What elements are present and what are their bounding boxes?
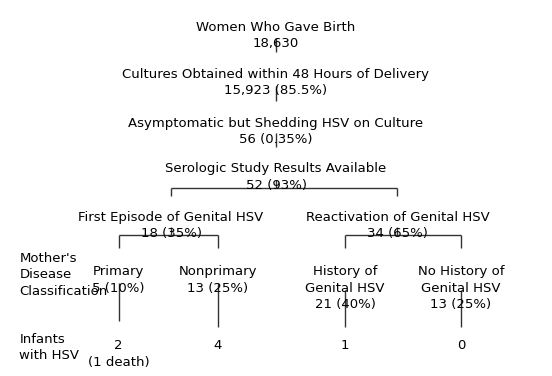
Text: Nonprimary
13 (25%): Nonprimary 13 (25%) (179, 265, 257, 294)
Text: Serologic Study Results Available
52 (93%): Serologic Study Results Available 52 (93… (166, 162, 386, 192)
Text: Primary
5 (10%): Primary 5 (10%) (92, 265, 145, 294)
Text: 0: 0 (457, 339, 465, 352)
Text: History of
Genital HSV
21 (40%): History of Genital HSV 21 (40%) (305, 265, 385, 311)
Text: No History of
Genital HSV
13 (25%): No History of Genital HSV 13 (25%) (418, 265, 504, 311)
Text: 4: 4 (214, 339, 222, 352)
Text: First Episode of Genital HSV
18 (35%): First Episode of Genital HSV 18 (35%) (78, 211, 264, 240)
Text: 1: 1 (341, 339, 349, 352)
Text: Mother's
Disease
Classification: Mother's Disease Classification (19, 252, 108, 298)
Text: Infants
with HSV: Infants with HSV (19, 333, 79, 362)
Text: Women Who Gave Birth
18,630: Women Who Gave Birth 18,630 (197, 21, 355, 50)
Text: Asymptomatic but Shedding HSV on Culture
56 (0.35%): Asymptomatic but Shedding HSV on Culture… (129, 117, 423, 146)
Text: 2
(1 death): 2 (1 death) (88, 339, 150, 368)
Text: Reactivation of Genital HSV
34 (65%): Reactivation of Genital HSV 34 (65%) (306, 211, 489, 240)
Text: Cultures Obtained within 48 Hours of Delivery
15,923 (85.5%): Cultures Obtained within 48 Hours of Del… (123, 68, 429, 97)
